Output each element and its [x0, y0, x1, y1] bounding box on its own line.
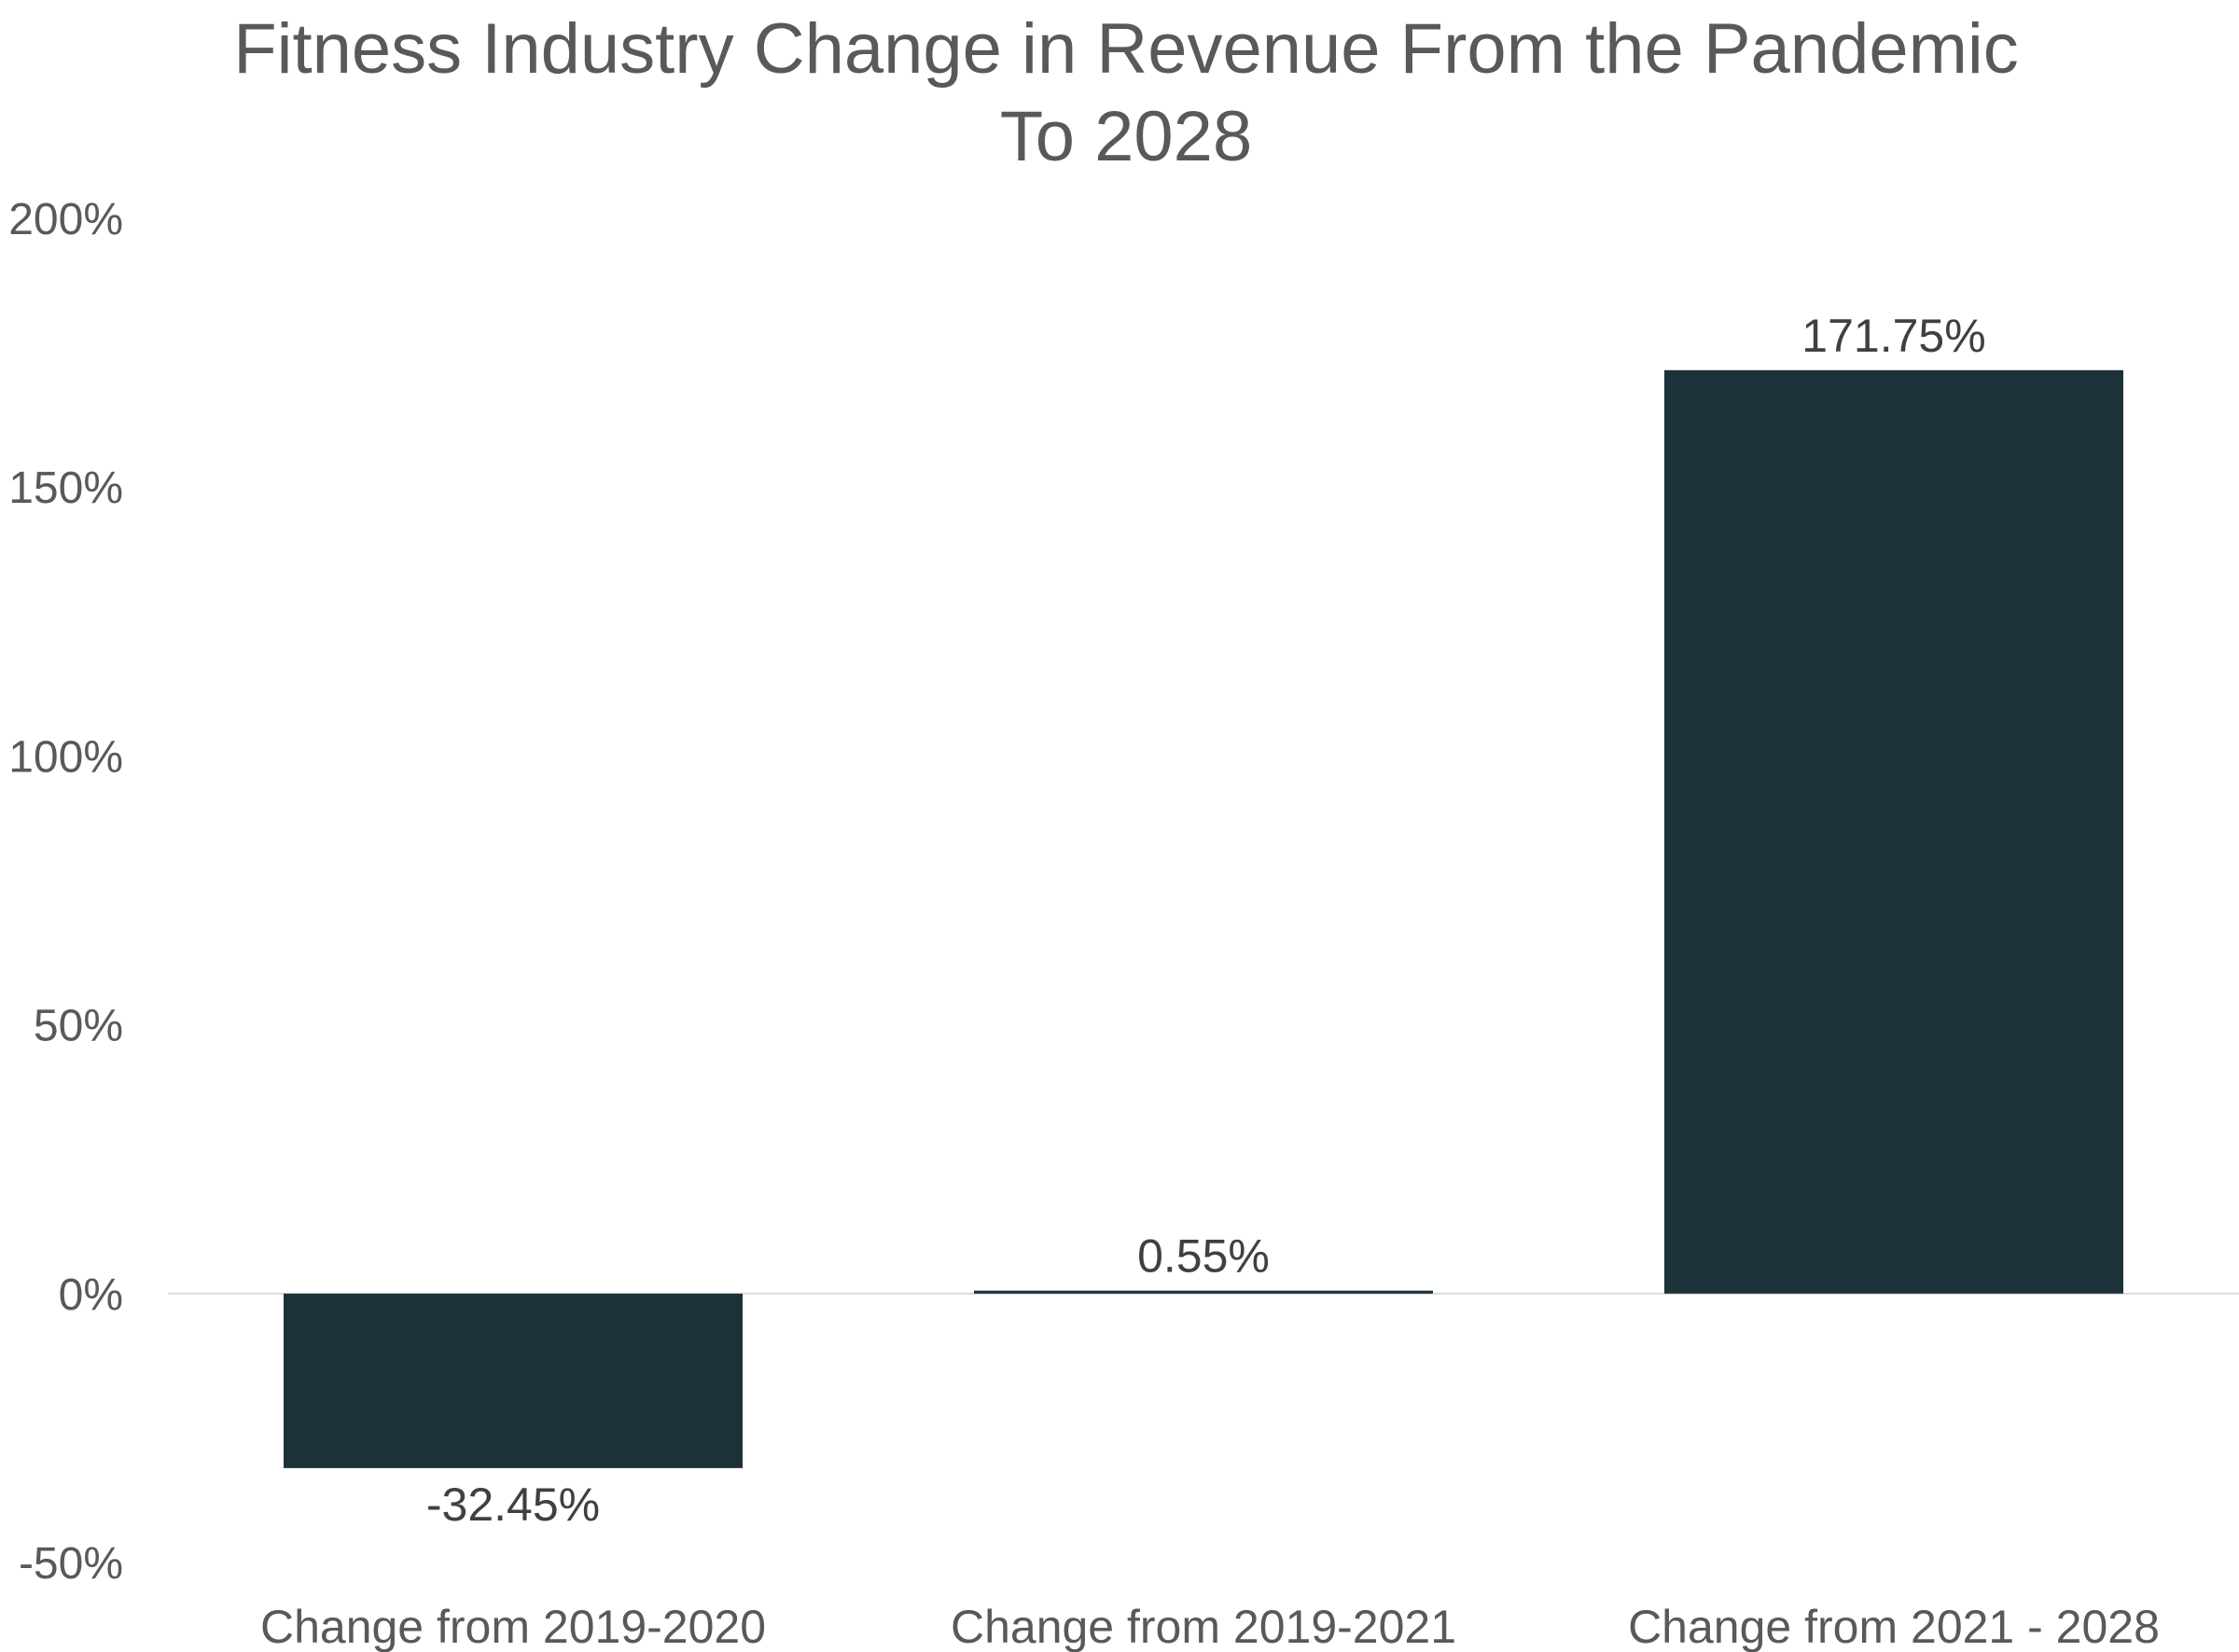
chart-title-line-2: To 2028: [1000, 97, 1252, 176]
y-tick-label: 200%: [8, 195, 123, 244]
x-category-label-1: Change from 2019-2020: [260, 1601, 766, 1652]
y-axis: 200% 150% 100% 50% 0% -50%: [8, 195, 123, 1589]
data-label-2: 0.55%: [1137, 1230, 1270, 1283]
x-category-label-3: Change from 2021 - 2028: [1628, 1601, 2160, 1652]
x-category-label-2: Change from 2019-2021: [951, 1601, 1456, 1652]
y-tick-label: 0%: [59, 1270, 123, 1320]
y-tick-label: -50%: [19, 1539, 123, 1589]
y-tick-label: 100%: [8, 732, 123, 782]
chart-title-line-1: Fitness Industry Change in Revenue From …: [233, 9, 2019, 89]
y-tick-label: 150%: [8, 464, 123, 513]
bar-2: [974, 1290, 1433, 1294]
chart-title: Fitness Industry Change in Revenue From …: [233, 9, 2019, 176]
data-labels: -32.45% 0.55% 171.75%: [426, 310, 1986, 1531]
data-label-1: -32.45%: [426, 1478, 600, 1531]
bars: [284, 369, 2123, 1468]
y-tick-label: 50%: [34, 1002, 123, 1051]
data-label-3: 171.75%: [1801, 310, 1985, 362]
x-axis: Change from 2019-2020 Change from 2019-20…: [260, 1601, 2160, 1652]
bar-3: [1664, 369, 2123, 1294]
bar-1: [284, 1293, 743, 1468]
